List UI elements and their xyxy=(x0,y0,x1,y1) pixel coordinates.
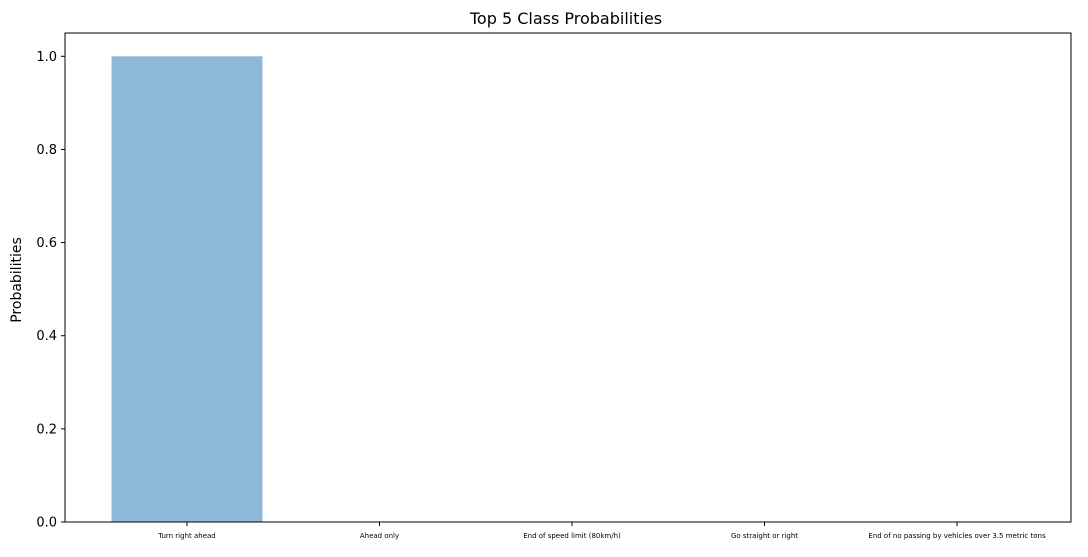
bar-0 xyxy=(111,56,263,523)
y-tick-label-4: 0.8 xyxy=(36,143,57,158)
y-tick-label-2: 0.4 xyxy=(36,329,57,344)
plot-area: 0.0 0.2 0.4 0.6 0.8 1.0 Turn right ahead Ahead … xyxy=(36,32,1072,540)
x-tick-label-2: End of speed limit (80km/h) xyxy=(523,532,621,540)
axes-frame xyxy=(64,32,1072,523)
chart-title: Top 5 Class Probabilities xyxy=(469,9,662,28)
y-tick-label-3: 0.6 xyxy=(36,236,57,251)
y-tick-label-1: 0.2 xyxy=(36,422,57,437)
x-tick-label-3: Go straight or right xyxy=(731,532,798,540)
x-tick-label-1: Ahead only xyxy=(360,532,399,540)
x-tick-label-0: Turn right ahead xyxy=(157,532,216,540)
y-axis-label: Probabilities xyxy=(9,237,25,323)
y-tick-label-0: 0.0 xyxy=(36,516,57,531)
y-tick-label-5: 1.0 xyxy=(36,50,57,65)
x-tick-label-4: End of no passing by vehicles over 3.5 m… xyxy=(868,532,1046,540)
